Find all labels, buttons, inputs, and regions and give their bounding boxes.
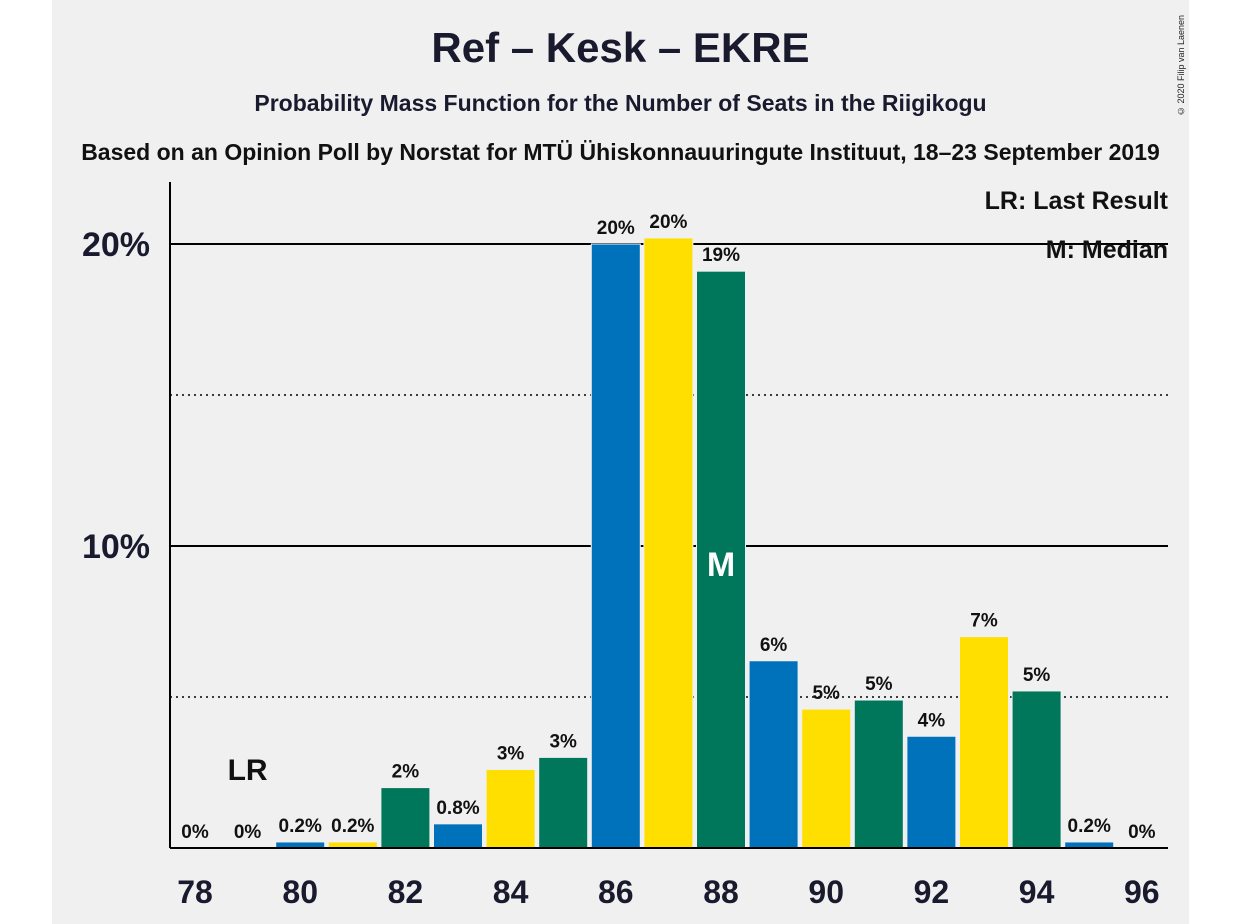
bar-seat-87 — [643, 237, 694, 849]
bar-seat-82 — [380, 787, 431, 849]
bar-label-seat-80: 0.2% — [279, 816, 322, 837]
last-result-marker: LR — [228, 754, 268, 787]
chart-subtitle: Probability Mass Function for the Number… — [254, 90, 987, 116]
bar-label-seat-82: 2% — [392, 762, 420, 783]
legend: LR: Last Result M: Median — [985, 187, 1169, 264]
x-tick-label: 80 — [282, 874, 318, 910]
bar-label-seat-78: 0% — [181, 822, 209, 843]
bar-label-seat-93: 7% — [970, 611, 998, 632]
bar-seat-88 — [696, 270, 746, 849]
x-tick-label: 84 — [493, 874, 529, 910]
x-tick-label: 78 — [177, 874, 213, 910]
bar-label-seat-88: 19% — [702, 245, 740, 266]
x-tick-label: 92 — [914, 874, 950, 910]
bar-label-seat-86: 20% — [597, 218, 635, 239]
result-markers: M LR — [228, 546, 736, 787]
bar-label-seat-91: 5% — [865, 674, 893, 695]
chart-title: Ref – Kesk – EKRE — [431, 24, 810, 71]
x-tick-label: 90 — [808, 874, 844, 910]
bar-label-seat-79: 0% — [234, 822, 262, 843]
bar-seat-85 — [538, 756, 589, 849]
bar-label-seat-87: 20% — [649, 212, 687, 233]
bar-seat-89 — [748, 660, 799, 849]
median-marker: M — [707, 546, 735, 584]
bar-seat-83 — [433, 823, 483, 849]
bar-label-seat-96: 0% — [1128, 822, 1156, 843]
x-tick-label: 86 — [598, 874, 634, 910]
x-tick-label: 96 — [1124, 874, 1160, 910]
y-tick-label: 10% — [82, 528, 150, 566]
bars — [275, 237, 1115, 849]
bar-seat-93 — [959, 636, 1009, 849]
bar-seat-86 — [590, 243, 641, 849]
x-tick-label: 82 — [388, 874, 424, 910]
bar-label-seat-95: 0.2% — [1068, 816, 1111, 837]
bar-seat-94 — [1011, 690, 1062, 849]
y-tick-label: 20% — [82, 226, 150, 264]
bar-label-seat-94: 5% — [1023, 665, 1051, 686]
bar-seat-92 — [906, 735, 957, 849]
axes: 78 80 82 84 86 88 90 92 94 96 10% 20% — [82, 182, 1168, 910]
bar-label-seat-83: 0.8% — [436, 798, 479, 819]
bar-seat-91 — [853, 699, 904, 849]
bar-seat-84 — [485, 768, 536, 849]
bar-label-seat-92: 4% — [918, 710, 946, 731]
legend-median: M: Median — [1046, 236, 1168, 264]
x-tick-label: 88 — [703, 874, 739, 910]
chart-source-line: Based on an Opinion Poll by Norstat for … — [81, 139, 1160, 165]
bar-value-labels: 0% 0% 0.2% 0.2% 2% 0.8% 3% 3% 20% 20% 19% 6% 5% 5% 4% 7… — [181, 212, 1155, 843]
bar-seat-90 — [801, 708, 852, 849]
bar-label-seat-85: 3% — [549, 731, 577, 752]
legend-last-result: LR: Last Result — [985, 187, 1169, 215]
x-tick-label: 94 — [1019, 874, 1055, 910]
bar-label-seat-89: 6% — [760, 635, 788, 656]
bar-label-seat-81: 0.2% — [331, 816, 374, 837]
bar-label-seat-90: 5% — [812, 683, 840, 704]
bar-label-seat-84: 3% — [497, 743, 525, 764]
